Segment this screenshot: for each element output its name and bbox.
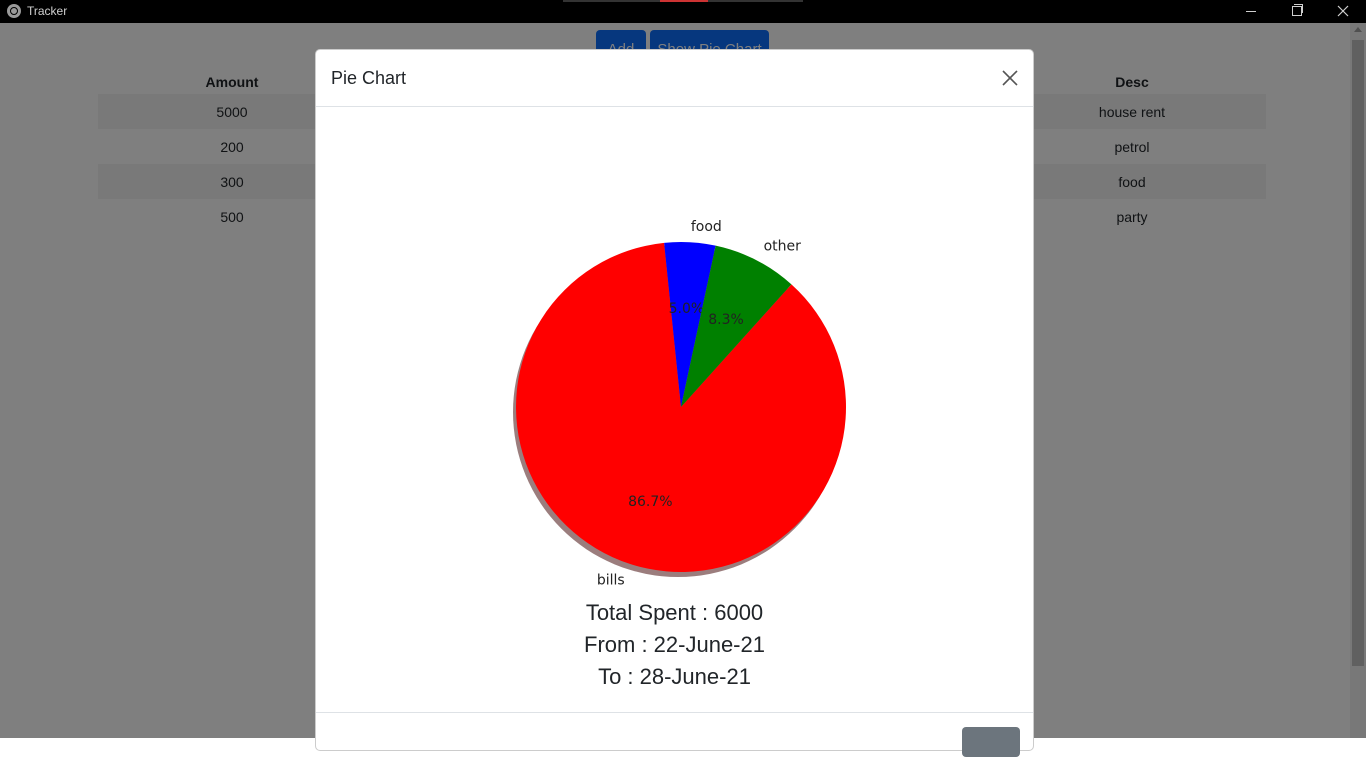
maximize-icon[interactable]	[1274, 0, 1320, 23]
minimize-icon[interactable]	[1228, 0, 1274, 23]
pie-chart-svg: 86.7% bills 5.0% food 8.3% other	[513, 219, 846, 589]
modal-body: 86.7% bills 5.0% food 8.3% other Total Spent …	[316, 107, 1033, 712]
pie-pct-label-food: 5.0%	[669, 301, 705, 317]
pie-pct-label-other: 8.3%	[708, 312, 744, 328]
pie-chart: 86.7% bills 5.0% food 8.3% other	[446, 177, 906, 597]
total-spent: Total Spent : 6000	[585, 600, 764, 625]
close-icon[interactable]	[1320, 0, 1366, 23]
pie-legend-label-bills: bills	[597, 573, 625, 589]
close-glyph	[1337, 5, 1349, 17]
date-from: From : 22-June-21	[584, 632, 765, 657]
close-icon	[1002, 70, 1018, 86]
pie-slice-bills	[516, 242, 846, 572]
modal-header: Pie Chart	[316, 50, 1033, 107]
spending-summary: Total Spent : 6000 From : 22-June-21 To …	[316, 597, 1033, 693]
titlebar-strip-accent	[660, 0, 708, 2]
modal-title: Pie Chart	[331, 68, 407, 88]
window-title: Tracker	[27, 4, 68, 18]
modal-footer	[316, 712, 1033, 757]
close-modal-button[interactable]	[962, 727, 1020, 757]
pie-slice-food	[664, 242, 716, 407]
pie-slice-other	[681, 245, 792, 407]
globe-icon	[7, 4, 21, 18]
date-to: To : 28-June-21	[598, 664, 751, 689]
window-titlebar: Tracker	[0, 0, 1366, 23]
pie-legend-label-food: food	[691, 219, 722, 235]
pie-legend-label-other: other	[764, 238, 802, 254]
modal-close-button[interactable]	[996, 64, 1024, 92]
pie-pct-label-bills: 86.7%	[628, 494, 672, 510]
pie-chart-modal: Pie Chart 86.7% bills 5.0% food 8.3% other To…	[315, 49, 1034, 757]
